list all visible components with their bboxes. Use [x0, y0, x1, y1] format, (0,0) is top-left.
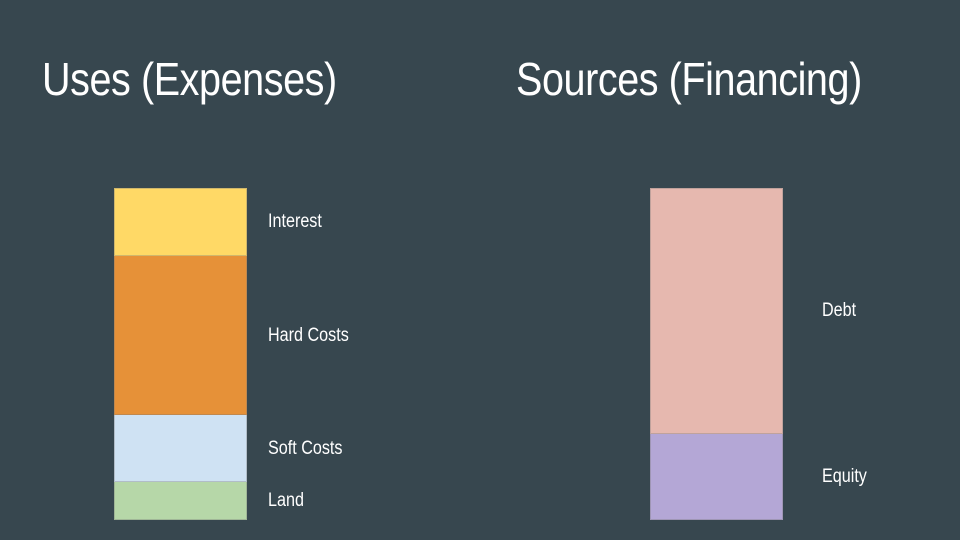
uses-title: Uses (Expenses): [42, 53, 337, 105]
sources-segment-equity: [650, 433, 783, 520]
uses-label-hard-costs: Hard Costs: [268, 324, 349, 346]
uses-label-interest: Interest: [268, 211, 322, 233]
sources-segment-debt: [650, 188, 783, 434]
sources-label-equity: Equity: [822, 465, 867, 487]
sources-label-debt: Debt: [822, 299, 857, 321]
uses-segment-interest: [114, 188, 247, 257]
uses-segment-soft-costs: [114, 415, 247, 482]
uses-segment-hard-costs: [114, 256, 247, 416]
uses-label-land: Land: [268, 489, 304, 511]
sources-stacked-bar: [650, 188, 783, 520]
sources-title: Sources (Financing): [516, 53, 862, 105]
uses-segment-land: [114, 481, 247, 520]
uses-label-soft-costs: Soft Costs: [268, 437, 343, 459]
uses-stacked-bar: [114, 188, 247, 520]
